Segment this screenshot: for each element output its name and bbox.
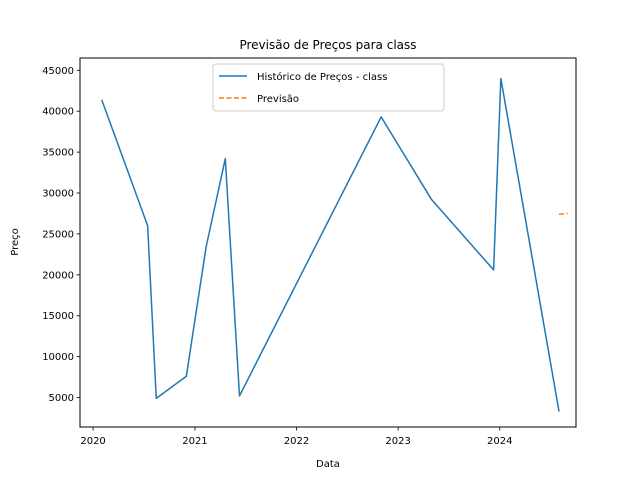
series-line-0 <box>101 77 560 412</box>
plot-area <box>101 77 568 412</box>
y-tick-label-7: 40000 <box>42 107 74 118</box>
y-axis: 5000 10000 15000 20000 25000 30000 35000 40000 4… <box>42 66 80 404</box>
y-tick-label-2: 15000 <box>42 311 74 322</box>
x-tick-label-0: 2020 <box>80 436 105 447</box>
y-axis-label: Preço <box>10 228 21 256</box>
y-tick-label-1: 10000 <box>42 352 74 363</box>
x-tick-label-2: 2022 <box>284 436 309 447</box>
legend: Histórico de Preços - class Previsão <box>212 63 445 112</box>
y-tick-label-6: 35000 <box>42 148 74 159</box>
x-axis-label: Data <box>316 459 340 470</box>
x-axis: 2020 2021 2022 2023 2024 <box>80 427 512 447</box>
legend-label-forecast: Previsão <box>257 94 299 105</box>
chart-title: Previsão de Preços para class <box>239 38 416 52</box>
y-tick-label-5: 30000 <box>42 189 74 200</box>
legend-box <box>212 63 445 112</box>
plot-frame <box>79 57 577 428</box>
x-tick-label-3: 2023 <box>385 436 410 447</box>
x-tick-label-1: 2021 <box>182 436 207 447</box>
y-tick-label-4: 25000 <box>42 229 74 240</box>
y-tick-label-8: 45000 <box>42 66 74 77</box>
y-tick-label-0: 5000 <box>49 393 74 404</box>
y-tick-label-3: 20000 <box>42 270 74 281</box>
legend-label-history: Histórico de Preços - class <box>257 71 387 83</box>
x-tick-label-4: 2024 <box>487 436 512 447</box>
series-line-1 <box>558 212 568 216</box>
